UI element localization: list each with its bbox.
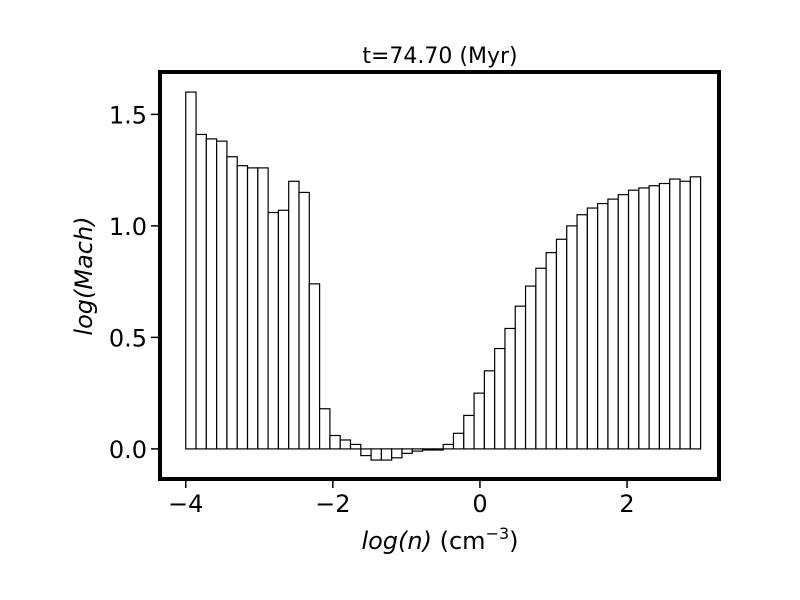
x-axis-label-var: log(n) — [361, 527, 432, 555]
plot-frame — [158, 70, 721, 481]
histogram-bar — [226, 156, 238, 450]
x-axis-label: log(n) (cm−3) — [361, 524, 518, 555]
histogram-bar — [473, 392, 485, 450]
x-tick-label: −2 — [315, 490, 350, 518]
histogram-bar — [679, 180, 691, 450]
y-tick-label: 0.0 — [109, 436, 147, 464]
histogram-bar — [627, 189, 640, 450]
histogram-bar — [411, 448, 424, 452]
histogram-bar — [597, 202, 609, 450]
histogram-bar — [308, 283, 321, 450]
histogram-bar — [277, 209, 290, 450]
x-tick-label: −4 — [168, 490, 203, 518]
histogram-bar — [391, 448, 403, 459]
histogram-bar — [236, 165, 249, 450]
histogram-bar — [432, 448, 444, 451]
histogram-bar — [360, 448, 372, 457]
histogram-bar — [195, 133, 207, 450]
histogram-bar — [329, 434, 341, 450]
chart-title: t=74.70 (Myr) — [362, 44, 517, 69]
histogram-bar — [246, 167, 259, 450]
histogram-bar — [658, 182, 671, 450]
histogram-bar — [442, 443, 455, 450]
y-tick-label: 1.0 — [109, 213, 147, 241]
histogram-bar — [566, 225, 578, 450]
histogram-bar — [370, 448, 382, 461]
y-axis-label: log(Mach) — [70, 216, 98, 335]
histogram-bar — [421, 448, 434, 451]
histogram-bar — [524, 285, 537, 450]
histogram-bar — [504, 327, 516, 450]
histogram-bar — [463, 414, 475, 450]
y-tick-label: 0.5 — [109, 324, 147, 352]
histogram-bar — [638, 187, 650, 450]
histogram-bar — [319, 408, 331, 450]
x-axis-label-suffix: ) — [509, 527, 518, 555]
histogram-bar — [586, 207, 599, 450]
histogram-bar — [494, 347, 506, 450]
histogram-bar — [349, 443, 362, 450]
histogram-bar — [216, 140, 228, 450]
histogram-bar — [401, 448, 413, 454]
histogram-bar — [689, 176, 702, 450]
histogram-bar — [545, 252, 558, 450]
histogram-bar — [288, 180, 300, 450]
histogram-bar — [380, 448, 393, 461]
x-axis-label-unit: (cm — [440, 527, 486, 555]
histogram-bar — [257, 167, 269, 450]
histogram-bar — [298, 191, 310, 450]
histogram-bar — [185, 91, 197, 450]
histogram-bar — [514, 305, 527, 450]
y-axis: 0.0 0.5 1.0 1.5 — [109, 101, 158, 464]
histogram-bar — [267, 211, 280, 450]
histogram-bar — [576, 214, 588, 450]
histogram-bar — [648, 185, 661, 450]
histogram-bar — [607, 198, 619, 450]
x-axis: −4 −2 0 2 — [168, 481, 635, 518]
histogram-bars — [185, 91, 702, 461]
y-tick-label: 1.5 — [109, 101, 147, 129]
histogram-bar — [555, 238, 568, 450]
histogram-bar — [483, 370, 496, 450]
histogram-bar — [205, 138, 218, 450]
histogram-bar — [617, 194, 630, 450]
x-axis-label-exponent: −3 — [486, 524, 510, 543]
histogram-bar — [669, 178, 681, 450]
histogram-bar — [535, 267, 547, 450]
histogram-bar — [452, 432, 465, 450]
x-tick-label: 2 — [619, 490, 634, 518]
x-tick-label: 0 — [472, 490, 487, 518]
histogram-bar — [339, 439, 352, 450]
